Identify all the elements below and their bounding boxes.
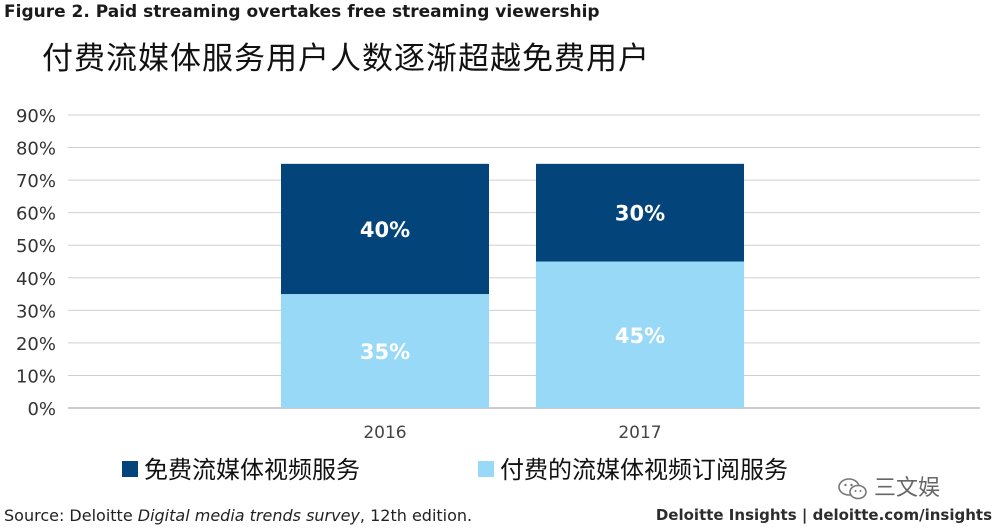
y-tick-label: 0%: [27, 399, 56, 420]
legend-swatch: [122, 461, 138, 477]
stacked-bar-chart: 0% 10% 20% 30% 40% 50% 60% 70% 80% 90% 35% 40% 2016 4…: [16, 106, 980, 484]
bar-segment: [536, 261, 744, 408]
legend-swatch: [478, 461, 494, 477]
chart-title: 付费流媒体服务用户人数逐渐超越免费用户: [42, 41, 650, 77]
y-tick-label: 10%: [16, 366, 56, 387]
watermark: 三文娱: [838, 470, 940, 502]
watermark-text: 三文娱: [874, 476, 941, 501]
y-tick-label: 90%: [16, 106, 56, 127]
x-tick-label: 2017: [618, 423, 661, 443]
source-title: Digital media trends survey: [137, 506, 360, 525]
bar-segment: [281, 294, 489, 408]
y-tick-label: 20%: [16, 334, 56, 355]
x-tick-label: 2016: [363, 423, 406, 443]
y-tick-label: 80%: [16, 139, 56, 160]
legend-label: 付费的流媒体视频订阅服务: [500, 456, 788, 484]
data-label: 40%: [360, 218, 410, 242]
data-label: 45%: [615, 324, 665, 348]
y-tick-label: 70%: [16, 171, 56, 192]
bar-segment: [281, 163, 489, 295]
data-label: 35%: [360, 340, 410, 364]
y-tick-label: 60%: [16, 204, 56, 225]
data-label: 30%: [615, 202, 665, 226]
y-tick-label: 40%: [16, 269, 56, 290]
source-prefix: Source: Deloitte: [4, 506, 138, 525]
y-tick-label: 30%: [16, 301, 56, 322]
legend-label: 免费流媒体视频服务: [144, 456, 360, 484]
source-note: Source: Deloitte Digital media trends su…: [4, 506, 472, 525]
wechat-icon: [838, 478, 867, 500]
source-suffix: , 12th edition.: [359, 506, 473, 525]
bar-segment: [536, 163, 744, 262]
figure-label: Figure 2. Paid streaming overtakes free …: [4, 2, 600, 22]
brand-footer: Deloitte Insights | deloitte.com/insight…: [655, 506, 992, 524]
y-tick-label: 50%: [16, 236, 56, 257]
